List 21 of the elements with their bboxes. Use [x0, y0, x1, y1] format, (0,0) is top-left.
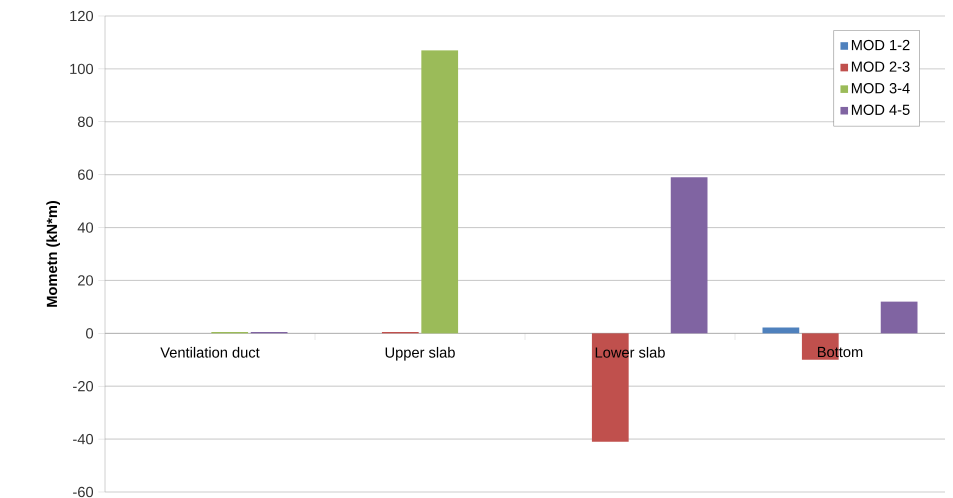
y-tick-label: 0 — [86, 328, 94, 339]
x-tick-label: Ventilation duct — [160, 346, 260, 358]
bar — [880, 302, 918, 334]
legend-label: MOD 1-2 — [852, 40, 910, 50]
legend-label: MOD 3-4 — [852, 83, 910, 94]
legend-label: MOD 4-5 — [852, 104, 910, 115]
y-tick-label: 120 — [70, 10, 94, 22]
bar — [421, 50, 458, 334]
y-tick-label: 20 — [78, 275, 94, 286]
y-tick-label: 60 — [78, 169, 94, 180]
bar — [762, 328, 800, 334]
y-tick-label: 100 — [70, 64, 94, 74]
y-axis-title: Mometn (kN*m) — [46, 200, 60, 307]
y-tick-label: -20 — [73, 381, 94, 392]
y-tick-label: -40 — [73, 434, 94, 444]
y-tick-label: -60 — [73, 486, 94, 498]
bar — [670, 177, 708, 334]
y-tick-label: 40 — [78, 222, 94, 233]
legend-label: MOD 2-3 — [852, 61, 910, 72]
x-tick-label: Upper slab — [386, 346, 455, 361]
y-tick-label: 80 — [78, 116, 94, 127]
